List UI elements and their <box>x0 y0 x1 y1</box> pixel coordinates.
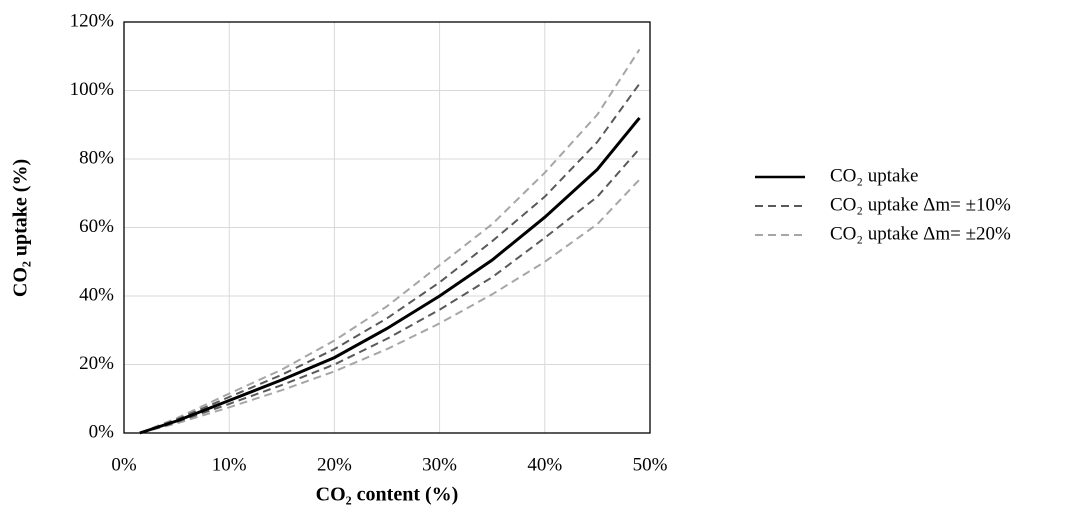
y-tick-label: 120% <box>70 10 115 31</box>
legend-label: CO₂ uptake <box>830 165 918 186</box>
y-tick-label: 40% <box>79 284 114 305</box>
y-tick-label: 100% <box>70 79 115 100</box>
x-tick-label: 40% <box>527 454 562 475</box>
plot-border <box>123 21 651 434</box>
y-tick-label: 20% <box>79 353 114 374</box>
data-line <box>139 83 641 434</box>
x-tick-label: 50% <box>633 454 668 475</box>
y-tick-label: 0% <box>89 421 115 442</box>
y-axis-title: CO₂ uptake (%) <box>10 159 32 297</box>
legend-label: CO₂ uptake Δm= ±10% <box>830 194 1011 215</box>
data-line <box>139 178 641 434</box>
x-tick-label: 20% <box>317 454 352 475</box>
x-tick-label: 30% <box>422 454 457 475</box>
y-tick-label: 80% <box>79 147 114 168</box>
x-axis-title: CO₂ content (%) <box>316 484 459 506</box>
data-line <box>139 148 641 434</box>
data-line <box>139 48 641 434</box>
x-tick-label: 10% <box>212 454 247 475</box>
data-line <box>139 116 641 435</box>
y-tick-label: 60% <box>79 216 114 237</box>
legend-label: CO₂ uptake Δm= ±20% <box>830 223 1011 244</box>
x-tick-label: 0% <box>111 454 137 475</box>
